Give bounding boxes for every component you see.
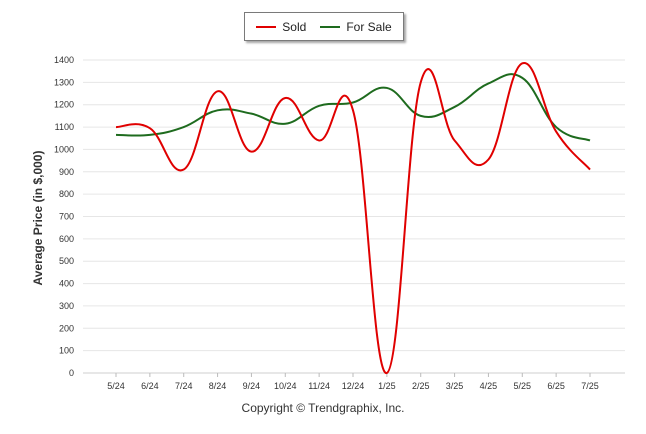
legend: Sold For Sale — [244, 12, 404, 41]
series-line-for-sale — [115, 73, 591, 142]
legend-label-sold: Sold — [282, 19, 307, 34]
legend-item-sold[interactable]: Sold — [256, 20, 306, 34]
y-axis: 0 100 200 300 400 500 600 700 800 900 1000 1100 1200… — [54, 55, 625, 378]
y-tick-label: 200 — [59, 323, 74, 333]
legend-label-for-sale: For Sale — [346, 19, 392, 34]
x-tick-label: 11/24 — [308, 381, 330, 391]
y-tick-label: 100 — [59, 346, 74, 356]
x-axis: 5/24 6/24 7/24 8/24 9/24 10/24 11/24 12/24 1/25 2… — [107, 373, 599, 391]
x-tick-label: 12/24 — [342, 381, 365, 391]
y-tick-label: 700 — [59, 212, 74, 222]
x-tick-label: 7/24 — [175, 381, 193, 391]
x-tick-label: 7/25 — [581, 381, 599, 391]
x-tick-label: 5/24 — [107, 381, 125, 391]
x-tick-label: 3/25 — [446, 381, 464, 391]
y-tick-label: 1300 — [54, 77, 74, 87]
x-tick-label: 6/25 — [547, 381, 565, 391]
y-tick-label: 500 — [59, 256, 74, 266]
y-tick-label: 1200 — [54, 100, 74, 110]
x-tick-label: 6/24 — [141, 381, 159, 391]
y-tick-label: 0 — [69, 368, 74, 378]
series-line-sold — [115, 62, 591, 375]
x-tick-label: 2/25 — [412, 381, 430, 391]
x-tick-label: 1/25 — [378, 381, 396, 391]
y-tick-label: 600 — [59, 234, 74, 244]
y-tick-label: 300 — [59, 301, 74, 311]
y-tick-label: 800 — [59, 189, 74, 199]
y-tick-label: 1400 — [54, 55, 74, 65]
legend-swatch-for-sale — [320, 25, 341, 28]
x-tick-label: 8/24 — [209, 381, 227, 391]
copyright-text: Copyright © Trendgraphix, Inc. — [241, 401, 405, 415]
y-tick-label: 900 — [59, 167, 74, 177]
x-tick-label: 9/24 — [243, 381, 261, 391]
x-tick-label: 10/24 — [274, 381, 297, 391]
y-tick-label: 1100 — [55, 122, 74, 132]
series-lines — [115, 62, 591, 375]
y-axis-label: Average Price (in $,000) — [31, 151, 45, 286]
x-tick-label: 5/25 — [514, 381, 532, 391]
legend-swatch-sold — [256, 25, 277, 28]
y-tick-label: 400 — [59, 279, 74, 289]
y-tick-label: 1000 — [54, 144, 74, 154]
gridlines — [83, 59, 625, 374]
legend-item-for-sale[interactable]: For Sale — [320, 19, 392, 34]
x-tick-label: 4/25 — [480, 381, 498, 391]
